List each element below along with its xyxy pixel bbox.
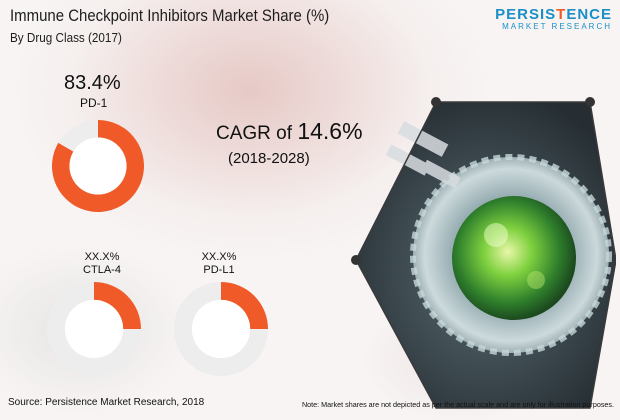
ctla4-category-label: CTLA-4 [83,264,121,276]
pdl1-donut [174,282,268,376]
cagr-prefix: CAGR of [216,123,293,144]
chart-subtitle: By Drug Class (2017) [10,30,122,45]
hexagon-vertex [351,255,361,265]
pd1-donut [52,120,144,212]
disclaimer-note: Note: Market shares are not depicted as … [301,400,614,409]
pdl1-value-label: XX.X% [201,251,237,263]
pdl1-category-label: PD-L1 [203,264,235,276]
pdl1-donut-hole [191,299,251,359]
logo-tagline: MARKET RESEARCH [502,22,612,31]
pdl1-share-slice [221,282,268,329]
hexagon-vertex [585,97,595,107]
source-note: Source: Persistence Market Research, 201… [8,397,205,408]
ctla4-share-slice [94,282,141,329]
logo-wordmark: PERSISTENCE [495,6,612,23]
cell-nucleus [452,196,576,320]
ctla4-donut-hole [64,299,124,359]
antibody-structure [385,121,461,189]
cagr-period: (2018-2028) [228,150,310,167]
ctla4-value-label: XX.X% [84,251,120,263]
pd1-donut-hole [69,137,127,195]
pd1-share-slice [52,120,144,212]
cagr-value: 14.6% [297,118,363,144]
hexagon-vertex [431,97,441,107]
ctla4-donut [47,282,141,376]
cell-illustration [351,97,616,409]
pd1-value-label: 83.4% [64,72,121,94]
cagr-label: CAGR of 14.6% [216,118,363,145]
persistence-logo: PERSISTENCE MARKET RESEARCH [495,6,612,31]
pd1-category-label: PD-1 [80,96,108,110]
chart-title: Immune Checkpoint Inhibitors Market Shar… [10,6,330,25]
